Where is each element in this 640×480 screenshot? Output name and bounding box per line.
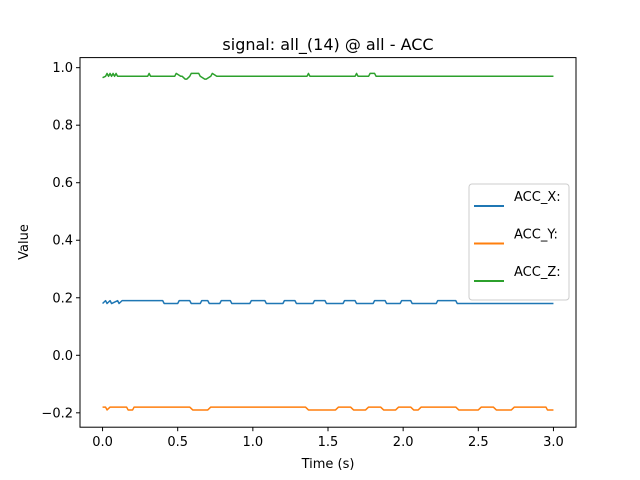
- x-tick-label: 3.0: [543, 435, 564, 450]
- y-tick-label: 0.4: [52, 234, 73, 249]
- y-tick-label: −0.2: [41, 406, 73, 421]
- series-line-0: [102, 299, 554, 305]
- y-axis: −0.2 0.0 0.2 0.4 0.6 0.8 1.0: [41, 61, 80, 421]
- series-lines: [102, 72, 554, 411]
- y-tick-label: 1.0: [52, 61, 73, 76]
- legend: ACC_X: ACC_Y: ACC_Z:: [468, 183, 570, 301]
- x-tick-label: 0.0: [92, 435, 113, 450]
- x-tick-label: 0.5: [167, 435, 188, 450]
- legend-box: [468, 183, 570, 301]
- y-axis-label: Value: [17, 224, 32, 260]
- series-line-2: [102, 72, 554, 80]
- x-axis-label: Time (s): [301, 457, 355, 472]
- y-tick-label: 0.8: [52, 119, 73, 134]
- y-tick-label: 0.2: [52, 291, 73, 306]
- legend-label-1: ACC_Y:: [514, 228, 558, 243]
- series-line-1: [102, 406, 554, 411]
- x-tick-label: 1.0: [243, 435, 264, 450]
- x-tick-label: 2.0: [393, 435, 414, 450]
- x-tick-label: 2.5: [468, 435, 489, 450]
- chart-title: signal: all_(14) @ all - ACC: [222, 35, 433, 55]
- y-tick-label: 0.0: [52, 349, 73, 364]
- x-tick-label: 1.5: [318, 435, 339, 450]
- legend-label-0: ACC_X:: [514, 190, 561, 205]
- legend-label-2: ACC_Z:: [514, 265, 561, 280]
- y-tick-label: 0.6: [52, 176, 73, 191]
- x-axis: 0.0 0.5 1.0 1.5 2.0 2.5 3.0: [92, 427, 564, 450]
